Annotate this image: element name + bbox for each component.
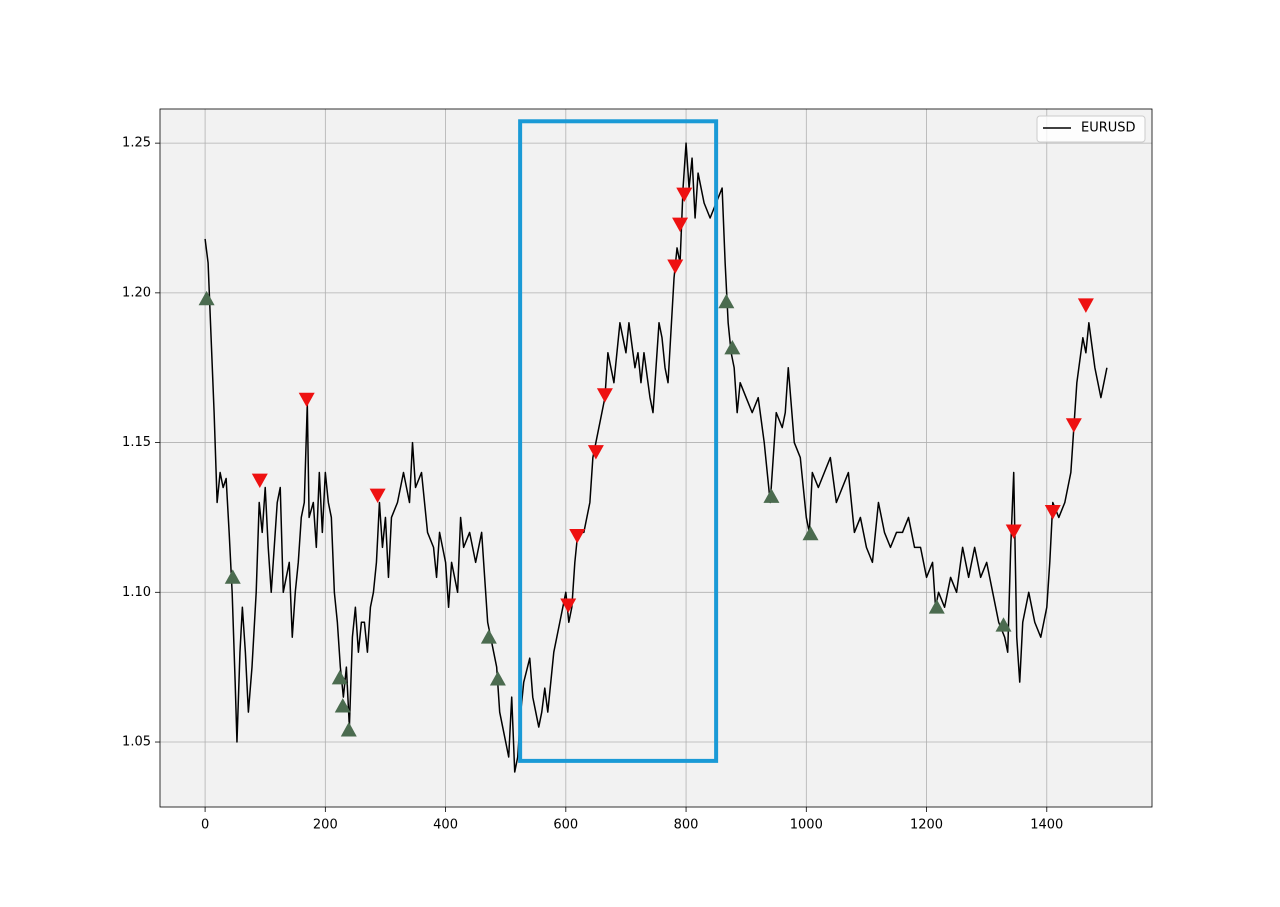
buy-marker [802,525,819,541]
x-tick-label: 600 [553,818,578,833]
y-tick-label: 1.20 [122,285,151,300]
x-tick-label: 1400 [1030,818,1063,833]
sell-marker [1005,524,1022,539]
sell-marker [569,529,586,544]
y-tick-label: 1.05 [122,735,151,750]
sell-marker [1077,298,1094,313]
y-tick-label: 1.10 [122,585,151,600]
sell-marker [1065,418,1082,433]
sell-marker [251,473,268,489]
buy-marker [489,671,506,686]
buy-marker [198,290,215,306]
sell-marker [596,388,613,403]
sell-marker [369,488,386,503]
sell-marker [1044,505,1061,520]
buy-marker [763,488,780,503]
buy-marker [331,669,348,685]
x-tick-label: 0 [201,818,209,833]
legend-box [1036,115,1146,143]
price-line [204,142,1108,773]
buy-marker [224,569,241,584]
sell-marker [560,598,577,613]
buy-marker [724,339,741,355]
plot-frame [159,108,1153,808]
sell-marker [676,187,693,203]
buy-marker [480,629,497,644]
sell-marker [667,259,684,274]
highlight-box [518,119,719,763]
buy-marker [334,698,351,713]
sell-marker [672,217,689,232]
buy-marker [928,599,945,614]
x-tick-label: 800 [674,818,699,833]
legend-label: EURUSD [1081,121,1136,136]
buy-marker [718,293,735,309]
buy-marker [340,722,357,737]
buy-marker [995,617,1012,632]
y-tick-label: 1.15 [122,435,151,450]
x-tick-label: 200 [313,818,338,833]
y-tick-label: 1.25 [122,136,151,151]
x-tick-label: 1000 [790,818,823,833]
sell-marker [298,392,315,408]
x-tick-label: 400 [433,818,458,833]
sell-marker [587,445,604,460]
x-tick-label: 1200 [910,818,943,833]
